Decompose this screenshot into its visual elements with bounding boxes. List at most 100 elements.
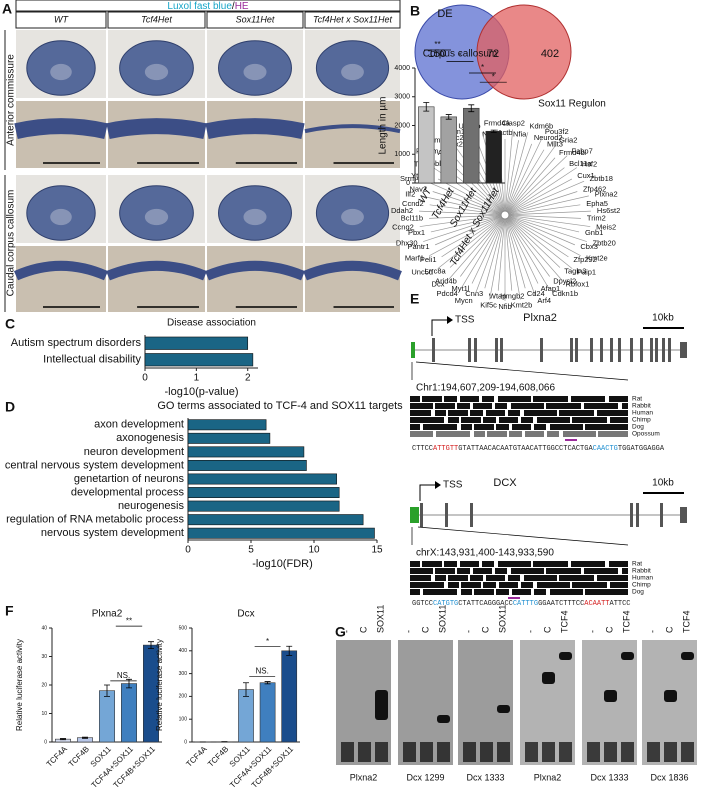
alignment-gap bbox=[531, 396, 533, 402]
alignment-gap bbox=[607, 417, 610, 423]
y-tick-label: nervous system development bbox=[41, 527, 184, 539]
alignment-gap bbox=[496, 417, 499, 423]
bar bbox=[485, 130, 502, 184]
gene-label: Hmgb2 bbox=[500, 292, 524, 301]
lane-label: C bbox=[664, 626, 674, 633]
alignment-track bbox=[410, 589, 628, 595]
probe-label: Plxna2 bbox=[534, 772, 562, 782]
gene-label: Tagln3 bbox=[564, 267, 586, 276]
alignment-gap bbox=[433, 568, 435, 574]
network-edge bbox=[484, 214, 506, 289]
alignment-track bbox=[410, 568, 628, 574]
alignment-gap bbox=[607, 582, 610, 588]
bar bbox=[187, 459, 307, 471]
alignment-gap bbox=[509, 589, 512, 595]
tract bbox=[13, 260, 109, 281]
probe-label: Dcx 1836 bbox=[650, 772, 688, 782]
alignment-track bbox=[410, 431, 628, 437]
alignment-gap bbox=[531, 589, 534, 595]
lane-label: SOX11 bbox=[375, 605, 385, 633]
bar bbox=[187, 527, 375, 539]
gene-label: Clasp2 bbox=[502, 118, 525, 127]
gene-label: Camta1 bbox=[425, 136, 451, 145]
species-label: Chimp bbox=[632, 582, 651, 589]
gene-label: Unc5d bbox=[411, 267, 433, 276]
probe-label: Dcx 1299 bbox=[406, 772, 444, 782]
y-tick-label: 400 bbox=[179, 648, 188, 654]
alignment-gap bbox=[468, 575, 470, 581]
genotype-box bbox=[206, 11, 304, 29]
gene-label: Dpysl2 bbox=[553, 276, 576, 285]
chart-title: GO terms associated to TCF-4 and SOX11 t… bbox=[157, 400, 403, 412]
free-probe bbox=[647, 742, 660, 762]
y-tick-label: neuron development bbox=[84, 446, 184, 458]
tss-label: TSS bbox=[443, 480, 463, 491]
region-label: chrX:143,931,400-143,933,590 bbox=[416, 548, 554, 559]
free-probe bbox=[420, 742, 433, 762]
exon bbox=[655, 338, 658, 362]
exon bbox=[680, 342, 687, 358]
lane-label: - bbox=[403, 630, 413, 633]
gene-label: Cux1 bbox=[577, 171, 595, 180]
alignment-gap bbox=[507, 403, 511, 409]
network-edge bbox=[504, 214, 526, 289]
network-edge bbox=[432, 191, 506, 216]
ventricle bbox=[341, 63, 364, 81]
bar bbox=[418, 106, 435, 184]
alignment-gap bbox=[533, 582, 537, 588]
bar bbox=[281, 650, 298, 743]
error-bar bbox=[82, 736, 88, 739]
x-tick-label: 15 bbox=[371, 545, 383, 556]
y-tick-label: 0 bbox=[406, 180, 410, 187]
annotation: * bbox=[492, 72, 495, 81]
alignment-gap bbox=[481, 417, 483, 423]
conserved-region bbox=[410, 507, 419, 523]
gene-label: Gnb1 bbox=[585, 228, 603, 237]
network-edge bbox=[429, 214, 506, 219]
network-edge bbox=[460, 214, 506, 290]
tss-arrow bbox=[431, 319, 447, 336]
free-probe bbox=[375, 742, 388, 762]
chart-title: Corpus callosum bbox=[423, 49, 497, 60]
alignment-gap bbox=[446, 575, 448, 581]
sequence-segment: ATTGTT bbox=[433, 445, 458, 453]
x-axis-label: -log10(p-value) bbox=[165, 386, 239, 398]
motif-mark bbox=[508, 597, 520, 599]
alignment-gap bbox=[457, 424, 461, 430]
genotype-box bbox=[304, 11, 401, 29]
alignment-gap bbox=[568, 561, 571, 567]
annotation: ** bbox=[434, 40, 440, 49]
exon bbox=[640, 338, 643, 362]
free-probe bbox=[664, 742, 677, 762]
alignment-gap bbox=[505, 410, 508, 416]
network-edge bbox=[434, 214, 506, 246]
genotype-label: Tcf4Het x Sox11Het bbox=[313, 14, 393, 24]
annotation: NS. bbox=[117, 671, 130, 680]
network-edge bbox=[504, 214, 573, 269]
error-bar bbox=[264, 681, 271, 685]
annotation: * bbox=[266, 637, 269, 646]
shifted-band bbox=[542, 672, 555, 684]
alignment-gap bbox=[431, 575, 435, 581]
network-edge bbox=[448, 214, 506, 280]
x-tick-label: TCF4A bbox=[45, 744, 70, 769]
row-label: Anterior commissure bbox=[6, 54, 17, 146]
alignment-gap bbox=[570, 417, 572, 423]
gene-label: Mllt3 bbox=[547, 140, 563, 149]
region-label: Chr1:194,607,209-194,608,066 bbox=[416, 383, 555, 394]
alignment-gap bbox=[420, 561, 422, 567]
exon bbox=[590, 338, 593, 362]
bar bbox=[259, 682, 276, 743]
sequence-segment: GGTCC bbox=[412, 600, 433, 608]
alignment-gap bbox=[581, 568, 584, 574]
gene-label: Plxna2 bbox=[595, 190, 618, 199]
alignment-gap bbox=[583, 424, 585, 430]
lane-label: C bbox=[480, 626, 490, 633]
gene-label: Gria2 bbox=[559, 136, 577, 145]
species-label: Human bbox=[632, 575, 653, 582]
alignment-gap bbox=[459, 417, 461, 423]
gene-label: Peli1 bbox=[420, 255, 437, 264]
network-edge bbox=[504, 214, 581, 257]
free-probe bbox=[587, 742, 600, 762]
